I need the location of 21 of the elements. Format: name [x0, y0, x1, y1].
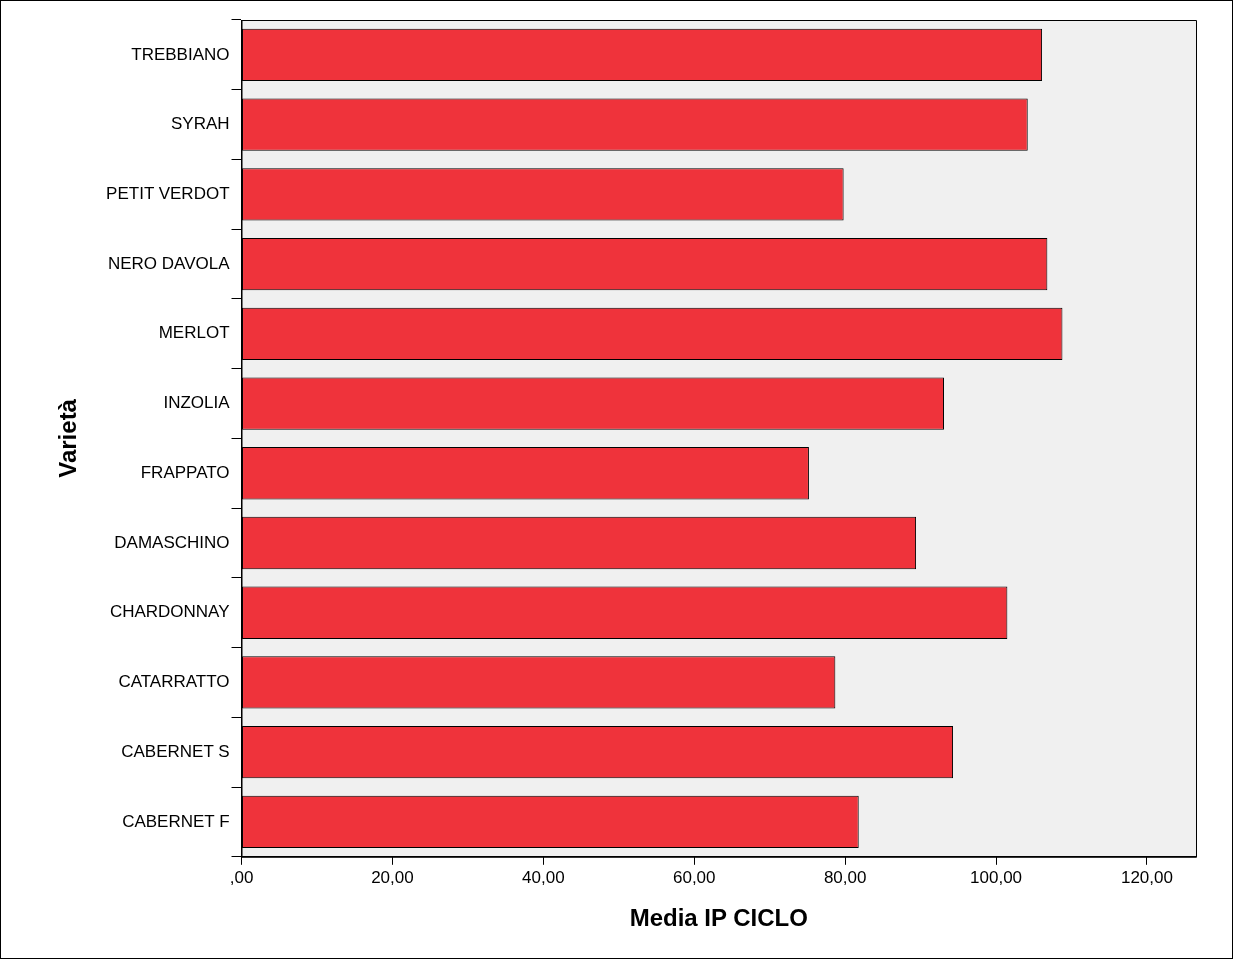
y-tick-label: FRAPPATO: [140, 462, 230, 482]
x-axis-title: Media IP CICLO: [629, 904, 808, 932]
y-tick-label: CABERNET S: [121, 741, 230, 761]
x-tick-label: 20,00: [371, 867, 414, 887]
y-tick-label: TREBBIANO: [131, 44, 230, 64]
y-tick-label: NERO DAVOLA: [107, 253, 231, 273]
x-tick-label: ,00: [229, 867, 254, 887]
x-tick-label: 120,00: [1120, 867, 1173, 887]
y-tick-label: INZOLIA: [163, 393, 231, 413]
x-tick-label: 100,00: [970, 867, 1023, 887]
y-tick-label: DAMASCHINO: [114, 532, 230, 552]
x-tick-label: 40,00: [522, 867, 565, 887]
y-tick-label: CATARRATTO: [118, 672, 230, 692]
y-tick-label: PETIT VERDOT: [106, 184, 230, 204]
x-tick-label: 60,00: [672, 867, 716, 887]
x-tick-label: 80,00: [823, 867, 867, 887]
y-tick-label: CHARDONNAY: [109, 602, 230, 622]
y-tick-label: SYRAH: [170, 114, 230, 134]
y-axis-title: Varietà: [54, 398, 82, 478]
y-tick-label: MERLOT: [158, 323, 230, 343]
y-tick-label: CABERNET F: [122, 811, 230, 831]
